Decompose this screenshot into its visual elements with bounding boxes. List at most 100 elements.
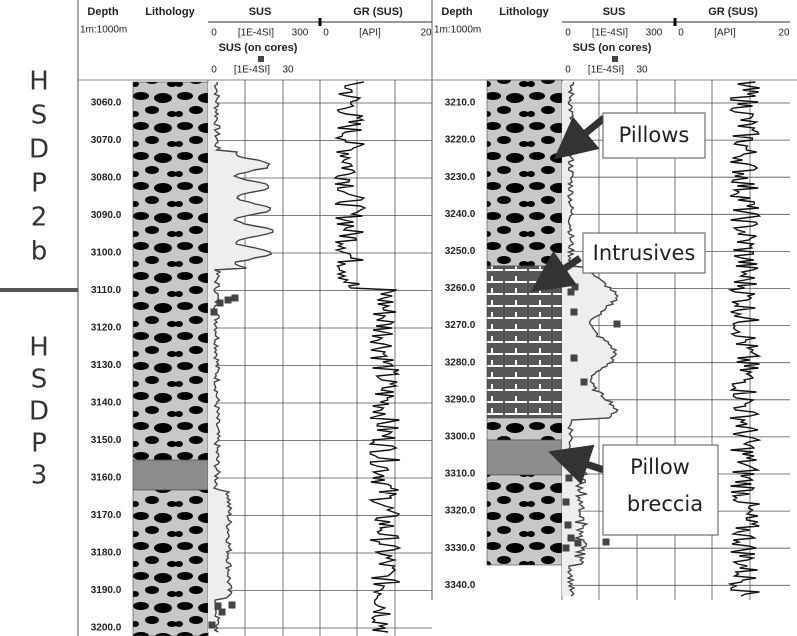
core-point xyxy=(581,379,588,386)
header-text: 1m:1000m xyxy=(434,25,481,36)
header-text: GR (SUS) xyxy=(353,6,403,18)
sus-fill xyxy=(208,82,273,632)
core-legend xyxy=(612,56,618,62)
depth-label: 3140.0 xyxy=(91,398,122,409)
gr-trace xyxy=(335,82,400,632)
sidebar-letter: P xyxy=(31,169,47,199)
sidebar-letter: 2 xyxy=(31,203,48,233)
depth-label: 3260.0 xyxy=(445,283,476,294)
core-point xyxy=(563,499,570,506)
sidebar-letter: b xyxy=(31,237,48,267)
depth-label: 3340.0 xyxy=(445,580,476,591)
header-text: SUS (on cores) xyxy=(573,42,652,54)
header-text: Lithology xyxy=(499,6,549,18)
header-text: Depth xyxy=(441,6,472,18)
header-text: [1E-4SI] xyxy=(234,65,270,76)
depth-label: 3210.0 xyxy=(445,98,476,109)
core-point xyxy=(603,539,610,546)
core-point xyxy=(209,622,216,629)
depth-label: 3230.0 xyxy=(445,172,476,183)
core-point xyxy=(575,540,582,547)
lithology-unit xyxy=(133,82,208,460)
header-text: SUS xyxy=(249,6,272,18)
lithology-unit xyxy=(487,80,562,266)
core-point xyxy=(219,609,226,616)
annotation: breccia xyxy=(627,492,703,516)
core-point xyxy=(568,289,575,296)
core-point xyxy=(563,545,570,552)
well-log-figure: HSDP2bHSDP3Depth1m:1000mLithologySUSGR (… xyxy=(0,0,797,636)
header-text: [API] xyxy=(359,28,381,39)
header-text: [API] xyxy=(714,28,736,39)
depth-label: 3310.0 xyxy=(445,469,476,480)
depth-label: 3240.0 xyxy=(445,209,476,220)
header-text: 30 xyxy=(282,65,294,76)
header-text: GR (SUS) xyxy=(708,6,758,18)
annotation: Pillows xyxy=(619,123,690,147)
header-text: 20 xyxy=(778,28,790,39)
annotation: Intrusives xyxy=(593,241,696,265)
depth-label: 3320.0 xyxy=(445,506,476,517)
header-text: 0 xyxy=(211,65,217,76)
depth-label: 3170.0 xyxy=(91,510,122,521)
depth-label: 3150.0 xyxy=(91,435,122,446)
header-text: 0 xyxy=(565,65,571,76)
depth-label: 3190.0 xyxy=(91,585,122,596)
depth-label: 3200.0 xyxy=(91,623,122,634)
header-text: SUS (on cores) xyxy=(219,42,298,54)
header-text: 0 xyxy=(565,28,571,39)
header-text: 0 xyxy=(323,28,329,39)
sidebar-letter: 3 xyxy=(31,461,48,491)
sidebar-letter: H xyxy=(29,333,49,363)
depth-label: 3270.0 xyxy=(445,320,476,331)
core-point xyxy=(229,602,236,609)
depth-label: 3070.0 xyxy=(91,135,122,146)
header-text: SUS xyxy=(603,6,626,18)
header-text: 300 xyxy=(292,28,309,39)
sidebar-letter: D xyxy=(29,135,49,165)
header-text: [1E-4SI] xyxy=(238,28,274,39)
gr-trace xyxy=(730,82,760,596)
core-legend xyxy=(258,56,264,62)
depth-label: 3290.0 xyxy=(445,394,476,405)
lithology-unit xyxy=(487,475,562,565)
header-text: 0 xyxy=(678,28,684,39)
header-text: 30 xyxy=(636,65,648,76)
core-point xyxy=(565,522,572,529)
core-point xyxy=(571,355,578,362)
depth-label: 3120.0 xyxy=(91,323,122,334)
header-text: [1E-4SI] xyxy=(592,28,628,39)
sidebar-letter: H xyxy=(29,67,49,97)
depth-label: 3110.0 xyxy=(91,285,121,296)
depth-label: 3080.0 xyxy=(91,173,122,184)
core-point xyxy=(568,535,575,542)
depth-label: 3100.0 xyxy=(91,248,122,259)
core-point xyxy=(566,475,573,482)
annotation: Pillow xyxy=(630,455,690,479)
sidebar-letter: S xyxy=(31,365,48,395)
depth-label: 3220.0 xyxy=(445,135,476,146)
header-text: Lithology xyxy=(145,6,195,18)
depth-label: 3180.0 xyxy=(91,548,122,559)
core-point xyxy=(571,309,578,316)
depth-label: 3250.0 xyxy=(445,246,476,257)
lithology-unit xyxy=(487,266,562,418)
depth-label: 3280.0 xyxy=(445,357,476,368)
depth-label: 3330.0 xyxy=(445,543,476,554)
header-text: 0 xyxy=(211,28,217,39)
sidebar-letter: D xyxy=(29,397,49,427)
header-text: 20 xyxy=(420,28,432,39)
core-point xyxy=(614,321,621,328)
depth-label: 3090.0 xyxy=(91,210,122,221)
depth-label: 3160.0 xyxy=(91,473,122,484)
depth-label: 3060.0 xyxy=(91,98,122,109)
header-text: Depth xyxy=(87,6,118,18)
depth-label: 3300.0 xyxy=(445,432,476,443)
core-point xyxy=(215,603,222,610)
lithology-unit xyxy=(487,440,562,475)
depth-label: 3130.0 xyxy=(91,360,122,371)
core-point xyxy=(225,297,232,304)
lithology-unit xyxy=(487,418,562,440)
core-point xyxy=(211,309,218,316)
header-text: 1m:1000m xyxy=(80,25,127,36)
